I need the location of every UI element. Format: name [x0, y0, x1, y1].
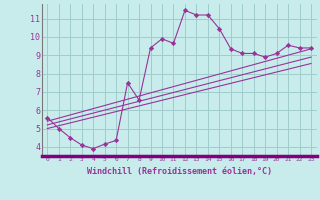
- X-axis label: Windchill (Refroidissement éolien,°C): Windchill (Refroidissement éolien,°C): [87, 167, 272, 176]
